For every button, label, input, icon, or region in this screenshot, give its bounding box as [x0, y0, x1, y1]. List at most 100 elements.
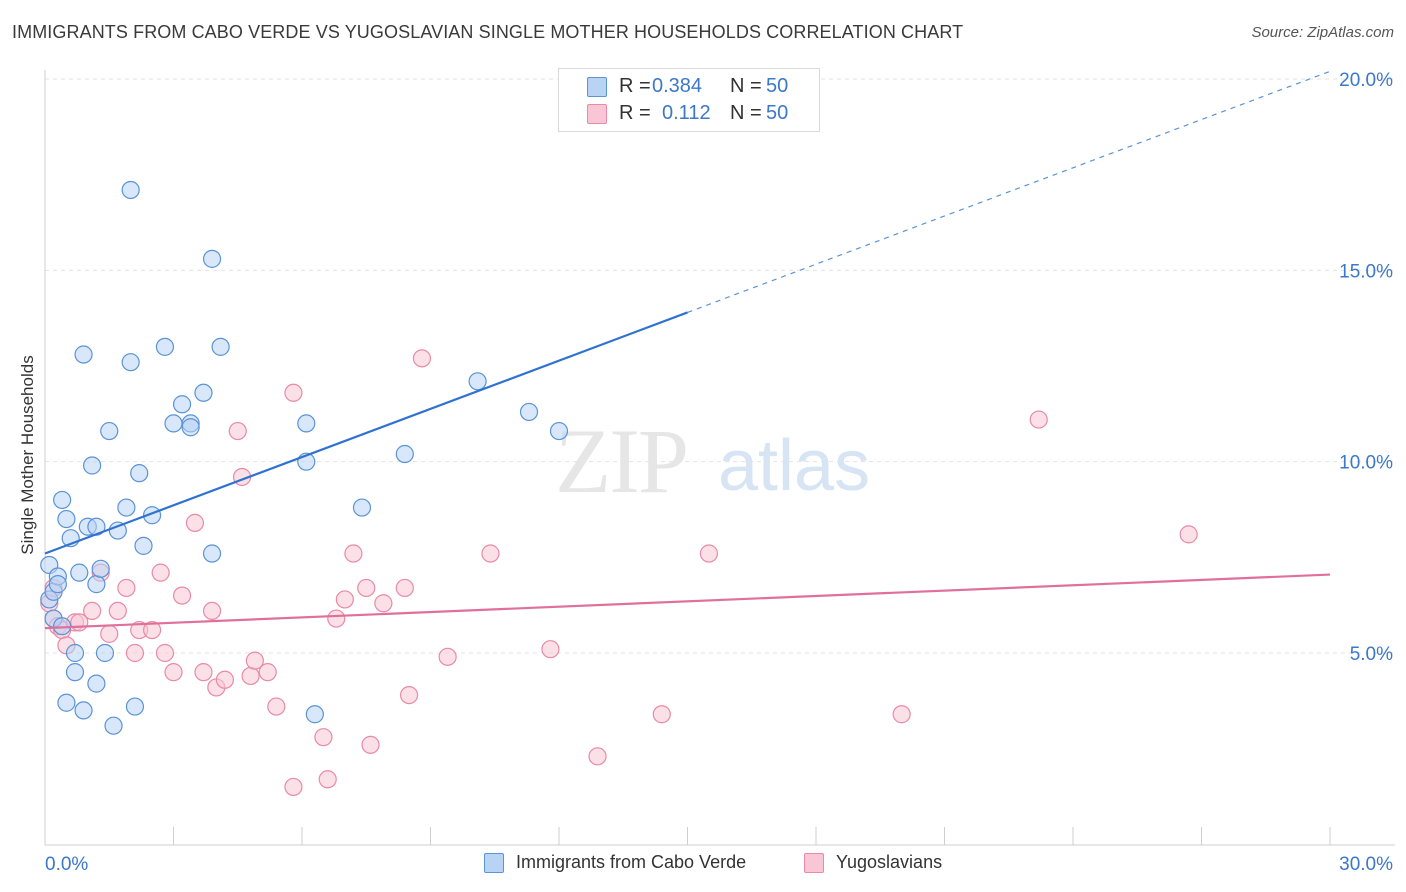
legend-r-label: R = — [619, 75, 651, 97]
yugoslavian-point — [357, 578, 376, 598]
yugoslavian-point — [652, 705, 671, 724]
legend-n-value: 50 — [766, 75, 789, 97]
yugoslavian-point — [314, 728, 333, 747]
cabo-verde-point — [57, 693, 76, 712]
yugoslavian-point — [151, 563, 170, 582]
yugoslavian-point — [215, 670, 234, 689]
cabo-verde-point — [549, 421, 569, 441]
yugoslavian-point — [241, 666, 260, 686]
cabo-verde-point — [125, 697, 145, 716]
bottom-legend-swatch-blue — [484, 853, 504, 873]
cabo-verde-point — [70, 563, 89, 582]
cabo-verde-point — [65, 643, 85, 663]
cabo-verde-point — [202, 249, 222, 268]
cabo-verde-trend-line — [44, 311, 688, 555]
yugoslavian-point — [318, 770, 337, 789]
yugoslavian-point — [481, 544, 500, 563]
correlation-legend: R = 0.384 N = 50 R = 0.112 N = 50 — [558, 68, 820, 132]
cabo-verde-point — [202, 544, 222, 563]
watermark-zip: ZIP — [555, 410, 687, 512]
yugoslavian-point — [185, 513, 205, 532]
trend-lines — [44, 70, 1331, 630]
cabo-verde-point — [155, 337, 175, 356]
cabo-verde-point — [121, 353, 140, 372]
yugoslavian-point — [284, 777, 303, 797]
yugoslavian-point — [327, 609, 346, 628]
cabo-verde-point — [130, 464, 149, 483]
yugoslavian-point — [335, 590, 354, 609]
cabo-verde-point — [87, 674, 106, 693]
yugoslavian-point — [155, 643, 175, 663]
watermark-atlas: atlas — [718, 426, 870, 506]
bottom-legend-label: Immigrants from Cabo Verde — [516, 852, 747, 872]
cabo-verde-trend-extension — [687, 70, 1331, 313]
legend-swatch-blue — [587, 77, 607, 97]
yugoslavian-point — [284, 383, 303, 402]
yugoslavians-trend-line — [44, 573, 1331, 630]
yugoslavian-point — [258, 663, 277, 682]
yugoslavian-point — [245, 651, 264, 670]
cabo-verde-point — [83, 456, 102, 475]
x-tick-label-max: 30.0% — [1339, 854, 1393, 875]
cabo-verde-point — [57, 509, 76, 529]
legend-n-label: N = — [730, 102, 762, 124]
legend-r-value: 0.112 — [662, 102, 711, 124]
legend-n-value: 50 — [766, 102, 789, 124]
watermark: ZIP atlas — [555, 410, 870, 512]
yugoslavian-point — [83, 601, 102, 621]
cabo-verde-point — [65, 663, 85, 682]
legend-r-value: 0.384 — [652, 75, 703, 97]
bottom-legend-swatch-pink — [804, 853, 824, 873]
y-tick-label: 10.0% — [1339, 453, 1393, 474]
cabo-verde-point — [468, 372, 487, 391]
source-label: Source: ZipAtlas.com — [1251, 24, 1394, 41]
cabo-verde-point — [194, 383, 213, 402]
yugoslavian-point — [117, 578, 136, 598]
yugoslavian-point — [399, 685, 419, 705]
cabo-verde-point — [211, 337, 230, 356]
yugoslavian-point — [699, 544, 719, 563]
cabo-verde-point — [305, 705, 324, 724]
yugoslavian-point — [100, 624, 119, 643]
yugoslavian-point — [1029, 410, 1048, 429]
cabo-verde-point — [172, 395, 192, 414]
chart-title: IMMIGRANTS FROM CABO VERDE VS YUGOSLAVIA… — [12, 22, 964, 42]
cabo-verde-point — [95, 643, 115, 663]
yugoslavian-point — [164, 663, 183, 682]
legend-swatch-pink — [587, 104, 607, 124]
legend-r-label: R = — [619, 102, 651, 124]
yugoslavian-point — [267, 697, 286, 716]
yugoslavian-point — [588, 747, 607, 766]
yugoslavian-point — [412, 349, 432, 368]
yugoslavian-point — [361, 735, 380, 754]
yugoslavian-point — [142, 620, 162, 640]
cabo-verde-point — [91, 559, 110, 578]
cabo-verde-point — [74, 345, 93, 364]
yugoslavian-point — [228, 421, 247, 441]
cabo-verde-point — [519, 402, 539, 422]
cabo-verde-point — [53, 490, 72, 510]
cabo-verde-point — [48, 575, 67, 594]
cabo-verde-point — [104, 716, 123, 735]
yugoslavian-point — [125, 643, 145, 663]
cabo-verde-point — [164, 414, 183, 433]
y-tick-label: 5.0% — [1350, 644, 1393, 665]
yugoslavian-point — [892, 705, 911, 724]
cabo-verde-point — [121, 180, 140, 200]
cabo-verde-point — [74, 701, 93, 720]
yugoslavian-point — [395, 578, 414, 598]
yugoslavian-point — [541, 640, 560, 659]
cabo-verde-points — [40, 180, 569, 735]
yugoslavian-point — [1179, 525, 1198, 544]
yugoslavian-point — [108, 601, 127, 621]
cabo-verde-point — [297, 414, 316, 433]
cabo-verde-point — [87, 575, 106, 594]
legend-n-label: N = — [730, 75, 762, 97]
x-tick-label-min: 0.0% — [45, 854, 88, 875]
cabo-verde-point — [117, 498, 136, 517]
yugoslavian-point — [374, 594, 393, 613]
cabo-verde-point — [100, 421, 119, 441]
cabo-verde-point — [181, 418, 200, 437]
y-tick-label: 15.0% — [1339, 261, 1393, 282]
